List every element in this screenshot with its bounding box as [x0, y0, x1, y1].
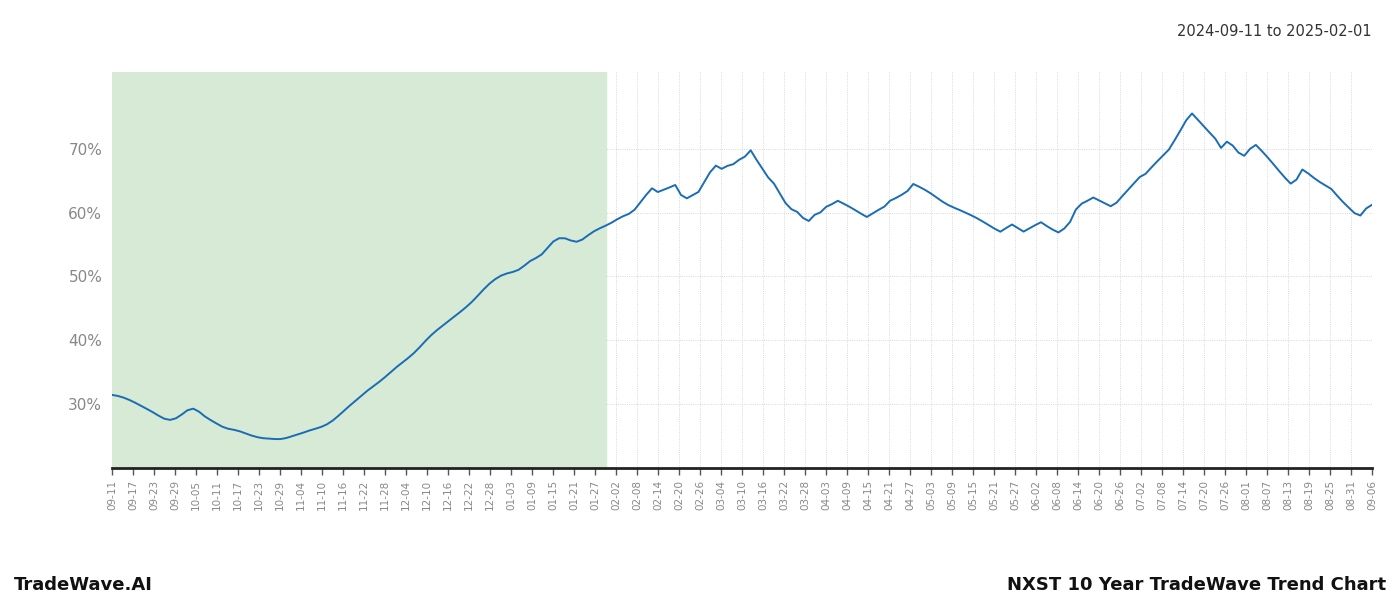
Text: NXST 10 Year TradeWave Trend Chart: NXST 10 Year TradeWave Trend Chart: [1007, 576, 1386, 594]
Text: 2024-09-11 to 2025-02-01: 2024-09-11 to 2025-02-01: [1177, 24, 1372, 39]
Text: TradeWave.AI: TradeWave.AI: [14, 576, 153, 594]
Bar: [112, 72, 605, 468]
